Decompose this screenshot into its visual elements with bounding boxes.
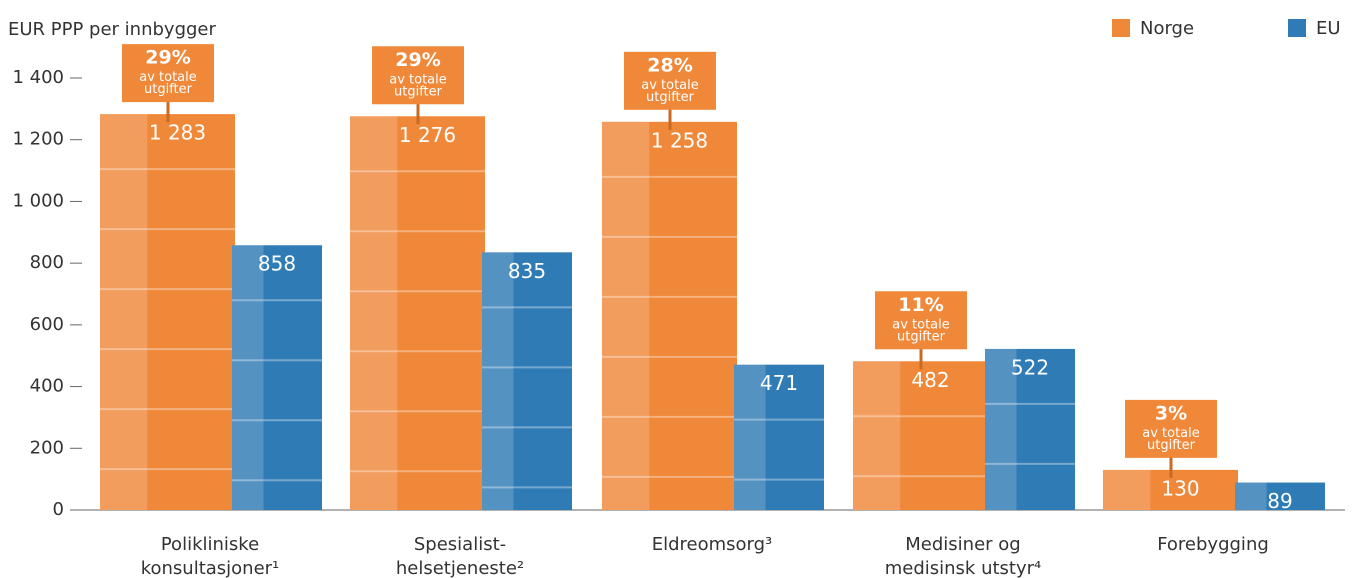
value-label: 1 276 — [399, 123, 456, 147]
share-label: 29% — [395, 49, 440, 71]
value-label: 471 — [760, 371, 798, 395]
value-label: 89 — [1267, 489, 1292, 513]
value-label: 835 — [508, 259, 546, 283]
share-label: 11% — [898, 294, 943, 316]
bar — [232, 245, 322, 510]
share-box — [1125, 399, 1217, 458]
bar — [100, 114, 235, 511]
value-label: 1 283 — [149, 121, 206, 145]
legend-label: EU — [1316, 18, 1341, 39]
y-tick-label: 1 200 — [12, 129, 64, 150]
share-note: av totale utgifter — [641, 77, 699, 104]
share-note: av totale utgifter — [139, 70, 197, 97]
bar-shade — [1235, 482, 1267, 510]
bar-shade — [734, 364, 766, 510]
bar-shade — [100, 114, 148, 511]
x-tick-label: Forebygging — [1157, 534, 1269, 555]
bar — [350, 116, 485, 511]
share-label: 28% — [647, 54, 692, 76]
bar-shade — [853, 361, 901, 510]
x-tick-label: Eldreomsorg³ — [652, 534, 773, 555]
bar-shade — [985, 348, 1017, 510]
bar — [482, 252, 572, 511]
value-label: 1 258 — [651, 128, 708, 152]
y-axis-label: EUR PPP per innbygger — [8, 19, 217, 40]
share-note: av totale utgifter — [892, 317, 950, 344]
bar — [985, 348, 1075, 510]
y-tick-label: 0 — [53, 499, 64, 520]
bar — [1235, 482, 1325, 510]
bar-shade — [350, 116, 398, 511]
share-box — [122, 44, 214, 103]
bar-shade — [482, 252, 514, 511]
bar — [853, 361, 988, 510]
bar — [734, 364, 824, 510]
legend-swatch — [1288, 19, 1306, 37]
y-tick-label: 1 400 — [12, 67, 64, 88]
bar — [602, 121, 737, 511]
y-tick-label: 1 000 — [12, 190, 64, 211]
share-box — [372, 46, 464, 105]
x-tick-label: Spesialist-helsetjeneste² — [396, 534, 524, 578]
bar-shade — [1103, 469, 1151, 510]
legend-swatch — [1112, 19, 1130, 37]
y-tick-label: 400 — [30, 376, 64, 397]
value-label: 858 — [258, 252, 296, 276]
share-note: av totale utgifter — [1142, 425, 1200, 452]
bar-shade — [602, 121, 650, 511]
x-tick-label: Medisiner og medisinsk utstyr⁴ — [885, 534, 1042, 578]
value-label: 522 — [1011, 355, 1049, 379]
share-label: 29% — [145, 47, 190, 69]
bar-shade — [232, 245, 264, 510]
x-tick-label: Polikliniske konsultasjoner¹ — [141, 534, 280, 578]
y-tick-label: 200 — [30, 437, 64, 458]
share-box — [624, 51, 716, 110]
share-box — [875, 291, 967, 350]
share-note: av totale utgifter — [389, 72, 447, 99]
y-tick-label: 600 — [30, 314, 64, 335]
y-tick-label: 800 — [30, 252, 64, 273]
share-label: 3% — [1155, 402, 1187, 424]
value-label: 482 — [911, 368, 949, 392]
legend-label: Norge — [1140, 18, 1194, 39]
value-label: 130 — [1161, 476, 1199, 500]
